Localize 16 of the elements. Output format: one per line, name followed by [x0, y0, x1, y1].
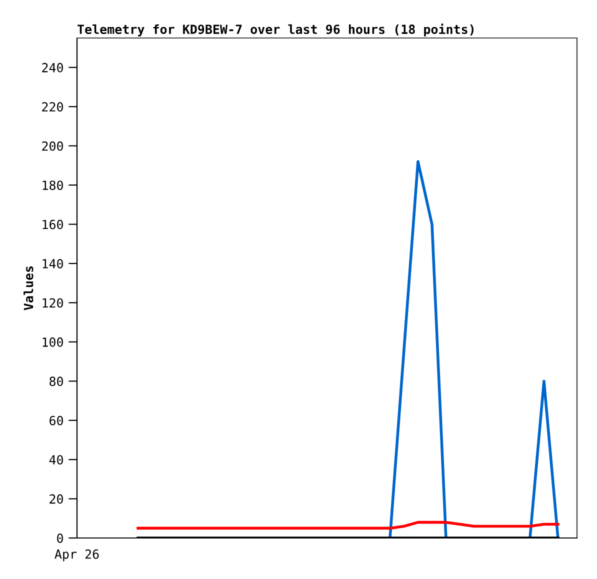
y-tick-label: 200: [42, 141, 63, 151]
y-tick-label: 140: [42, 258, 63, 268]
y-tick-label: 160: [42, 220, 63, 230]
y-tick-label: 0: [57, 534, 63, 543]
y-tick-label: 120: [42, 298, 63, 308]
y-tick-label: 100: [42, 337, 63, 347]
y-tick-label: 40: [49, 455, 63, 465]
y-tick-label: 80: [50, 376, 63, 386]
chart-title: Telemetry for KD9BEW-7 over last 96 hours (18 points): [78, 24, 474, 36]
y-tick-label: 240: [42, 62, 63, 72]
y-tick-label: 60: [50, 416, 63, 426]
y-axis-title: Values: [24, 266, 34, 310]
y-tick-label: 220: [42, 102, 63, 112]
text: Apr 26: [54, 549, 99, 562]
y-tick-label: 20: [50, 494, 63, 504]
y-tick-label: 180: [42, 180, 63, 190]
